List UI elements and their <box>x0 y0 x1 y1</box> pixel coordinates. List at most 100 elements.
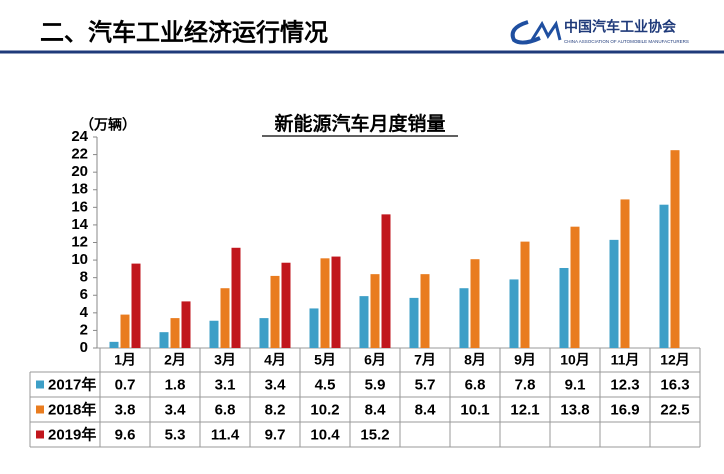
bar <box>231 247 241 348</box>
bar <box>159 332 169 348</box>
bar <box>609 239 619 348</box>
y-tick-label: 2 <box>80 321 88 338</box>
bar <box>209 320 219 348</box>
legend-swatch <box>36 380 44 389</box>
bar <box>470 259 480 348</box>
table-value: 10.1 <box>460 401 489 418</box>
x-tick-label: 12月 <box>660 352 690 368</box>
bar <box>620 199 630 348</box>
table-value: 11.4 <box>211 426 240 443</box>
bar <box>659 204 669 348</box>
table-value: 8.4 <box>365 401 387 418</box>
table-value: 9.6 <box>115 426 136 443</box>
x-tick-label: 7月 <box>414 352 436 368</box>
x-tick-label: 9月 <box>514 352 536 368</box>
legend-swatch <box>36 405 44 414</box>
bar <box>420 274 430 348</box>
table-value: 5.9 <box>365 376 386 393</box>
table-value: 0.7 <box>115 376 136 393</box>
table-value: 6.8 <box>465 376 486 393</box>
bar <box>109 341 119 348</box>
table-value: 12.1 <box>510 401 539 418</box>
table-value: 10.2 <box>310 401 339 418</box>
table-value: 13.8 <box>560 401 589 418</box>
table-value: 8.4 <box>415 401 437 418</box>
bar <box>270 275 280 348</box>
y-tick-label: 10 <box>71 251 88 268</box>
y-axis-label: （万辆） <box>80 117 136 133</box>
x-tick-label: 2月 <box>164 352 186 368</box>
slide-title: 二、汽车工业经济运行情况 <box>40 18 328 46</box>
legend-label: 2019年 <box>48 425 96 443</box>
bar <box>459 288 469 348</box>
table-value: 8.2 <box>265 401 286 418</box>
bar <box>520 241 530 348</box>
table-value: 12.3 <box>610 376 639 393</box>
table-value: 15.2 <box>360 426 389 443</box>
bar <box>559 267 569 348</box>
y-tick-label: 24 <box>71 128 88 145</box>
table-value: 1.8 <box>165 376 186 393</box>
bar <box>381 214 391 348</box>
y-tick-label: 14 <box>71 216 88 233</box>
table-value: 10.4 <box>310 426 340 443</box>
y-tick-label: 6 <box>80 286 88 303</box>
table-value: 16.3 <box>660 376 689 393</box>
table-value: 7.8 <box>515 376 536 393</box>
x-tick-label: 3月 <box>214 352 236 368</box>
table-value: 5.7 <box>415 376 436 393</box>
bar <box>509 279 519 348</box>
bar <box>409 297 419 348</box>
table-value: 22.5 <box>660 401 689 418</box>
table-value: 3.4 <box>265 376 287 393</box>
bar <box>220 288 230 348</box>
table-value: 3.1 <box>215 376 236 393</box>
bar <box>320 258 330 348</box>
chart-title: 新能源汽车月度销量 <box>274 112 445 135</box>
y-tick-label: 20 <box>71 163 88 180</box>
bar <box>281 262 291 348</box>
table-value: 5.3 <box>165 426 186 443</box>
y-tick-label: 0 <box>80 339 88 356</box>
table-value: 6.8 <box>215 401 236 418</box>
y-tick-label: 16 <box>71 198 88 215</box>
x-tick-label: 10月 <box>560 352 590 368</box>
bar <box>131 263 141 348</box>
table-value: 3.4 <box>165 401 187 418</box>
bar <box>120 314 130 348</box>
x-tick-label: 6月 <box>364 352 386 368</box>
y-tick-label: 8 <box>80 269 88 286</box>
bar <box>570 226 580 348</box>
y-tick-label: 12 <box>71 233 88 250</box>
x-tick-label: 1月 <box>114 352 136 368</box>
y-tick-label: 22 <box>71 146 88 163</box>
table-value: 3.8 <box>115 401 136 418</box>
bar <box>359 296 369 348</box>
legend-swatch <box>36 430 44 439</box>
logo-mark <box>510 20 541 45</box>
bar <box>170 318 180 348</box>
table-value: 9.7 <box>265 426 286 443</box>
logo-subtext: CHINA ASSOCIATION OF AUTOMOBILE MANUFACT… <box>564 39 689 44</box>
table-value: 9.1 <box>565 376 586 393</box>
y-tick-label: 4 <box>80 304 89 321</box>
x-tick-label: 4月 <box>264 352 286 368</box>
y-tick-label: 18 <box>71 181 88 198</box>
logo-text: 中国汽车工业协会 <box>564 19 677 35</box>
legend-label: 2018年 <box>48 400 96 418</box>
x-tick-label: 5月 <box>314 352 336 368</box>
logo: 中国汽车工业协会 CHINA ASSOCIATION OF AUTOMOBILE… <box>510 19 689 45</box>
bar <box>309 308 319 348</box>
bar <box>259 318 269 348</box>
table-value: 16.9 <box>610 401 639 418</box>
x-tick-label: 8月 <box>464 352 486 368</box>
table-value: 4.5 <box>315 376 336 393</box>
bar <box>370 274 380 348</box>
x-tick-label: 11月 <box>611 352 640 368</box>
logo-mark <box>530 20 562 41</box>
bar <box>181 301 191 348</box>
legend-label: 2017年 <box>48 375 96 393</box>
bar <box>670 150 680 348</box>
bar <box>331 256 341 348</box>
